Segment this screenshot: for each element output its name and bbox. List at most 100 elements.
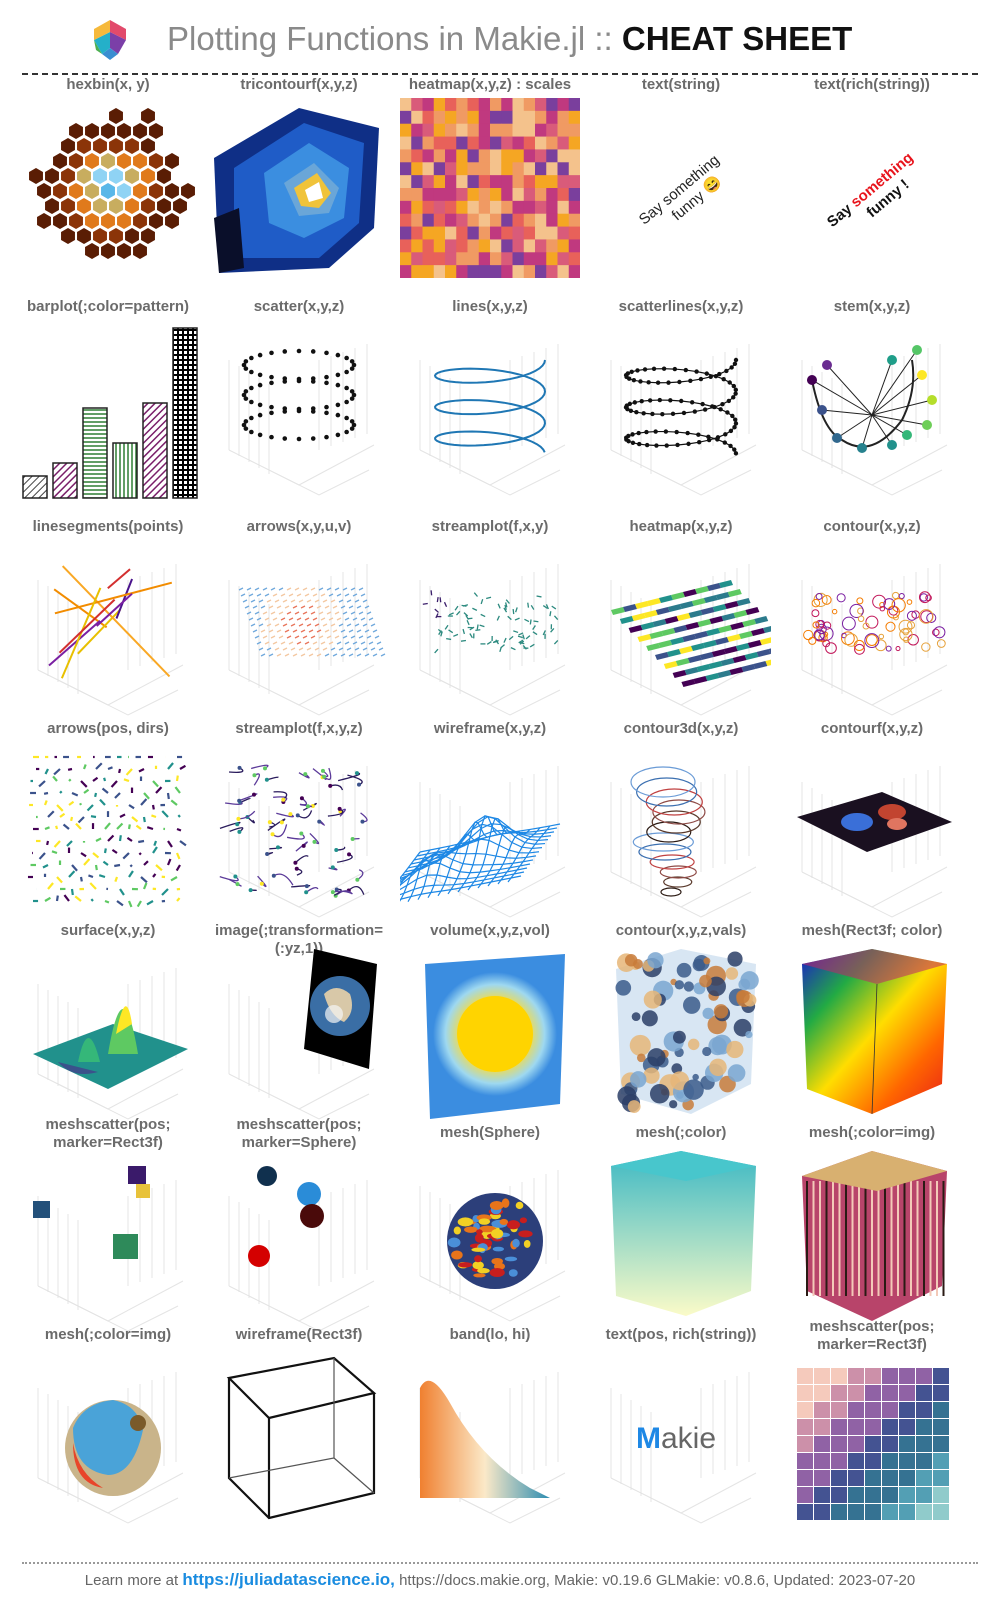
makie-logo-icon [94, 20, 126, 60]
plot-cell-scatterlines3: scatterlines(x,y,z) [583, 298, 779, 500]
plot-caption: volume(x,y,z,vol) [430, 922, 550, 939]
plot-graphic [419, 1372, 566, 1524]
plot-thumbnail: Say something funny 😄 [591, 98, 771, 278]
plot-caption: heatmap(x,y,z) : scales [408, 76, 572, 93]
plot-graphic [33, 1166, 184, 1332]
plot-caption: wireframe(Rect3f) [235, 1326, 363, 1343]
plot-cell-scatter3: scatter(x,y,z) [201, 298, 397, 500]
plot-cell-mesh-img-sphere: mesh(;color=img) [10, 1326, 206, 1544]
plot-graphic [219, 764, 375, 918]
plot-thumbnail [209, 1156, 389, 1336]
plot-thumbnail [782, 742, 962, 922]
plot-thumbnail [782, 320, 962, 500]
plot-caption: text(pos, rich(string)) [605, 1326, 757, 1343]
plot-cell-contour2: contour(x,y,z) [774, 518, 970, 720]
plot-graphic [228, 1166, 375, 1332]
plot-caption: contourf(x,y,z) [820, 720, 924, 737]
plot-thumbnail [591, 1146, 771, 1326]
plot-graphic [802, 1151, 947, 1321]
footer-link[interactable]: https://juliadatascience.io, [182, 1570, 395, 1589]
plot-thumbnail [400, 944, 580, 1124]
plot-cell-hexbin: hexbin(x, y) [10, 76, 206, 278]
plot-caption: band(lo, hi) [449, 1326, 531, 1343]
header: Plotting Functions in Makie.jl :: CHEAT … [0, 0, 1000, 75]
makie-M: M [636, 1422, 661, 1455]
plot-cell-tricontourf: tricontourf(x,y,z) [201, 76, 397, 278]
plot-graphic [226, 1356, 377, 1520]
plot-graphic [797, 1368, 949, 1520]
plot-cell-volume: volume(x,y,z,vol) [392, 922, 588, 1124]
plot-caption: meshscatter(pos; marker=Sphere) [236, 1116, 362, 1151]
plot-thumbnail [18, 944, 198, 1124]
plot-caption: contour3d(x,y,z) [623, 720, 739, 737]
plot-graphic: Makie [610, 1372, 757, 1524]
top-divider [22, 73, 978, 75]
plot-cell-mesh-color: mesh(;color) [583, 1124, 779, 1326]
plot-thumbnail [209, 742, 389, 922]
plot-cell-arrows3: arrows(pos, dirs) [10, 720, 206, 922]
plot-graphic [419, 1170, 566, 1322]
plot-thumbnail [400, 540, 580, 720]
plot-cell-heatmap3: heatmap(x,y,z) [583, 518, 779, 720]
plot-thumbnail [400, 1348, 580, 1528]
plot-caption: image(;transformation=(:yz,1)) [215, 922, 383, 957]
plot-caption: hexbin(x, y) [66, 76, 150, 93]
plot-caption: wireframe(x,y,z) [433, 720, 547, 737]
plot-caption: arrows(x,y,u,v) [246, 518, 352, 535]
plot-cell-meshscatter-rect: meshscatter(pos; marker=Rect3f) [10, 1116, 206, 1332]
plot-cell-contour-vals: contour(x,y,z,vals) [583, 922, 779, 1124]
plot-caption: lines(x,y,z) [452, 298, 528, 315]
plot-thumbnail [782, 540, 962, 720]
plot-caption: text(rich(string)) [814, 76, 930, 93]
plot-graphic [27, 755, 187, 908]
plot-caption: tricontourf(x,y,z) [240, 76, 358, 93]
plot-cell-linesegments: linesegments(points) [10, 518, 206, 720]
plot-caption: scatter(x,y,z) [253, 298, 345, 315]
plot-thumbnail [18, 1348, 198, 1528]
plot-cell-text-rich: text(rich(string)) Say something funny ! [774, 76, 970, 278]
plot-graphic [214, 108, 379, 273]
plot-caption: scatterlines(x,y,z) [618, 298, 744, 315]
plot-thumbnail [591, 742, 771, 922]
plot-thumbnail [18, 98, 198, 278]
plot-thumbnail [18, 540, 198, 720]
plot-graphic [419, 344, 566, 496]
plot-cell-mesh-rect: mesh(Rect3f; color) [774, 922, 970, 1124]
plot-caption: stem(x,y,z) [833, 298, 911, 315]
plot-thumbnail: Say something funny ! [782, 98, 962, 278]
page-title: Plotting Functions in Makie.jl :: CHEAT … [167, 20, 852, 58]
plot-graphic [228, 564, 386, 716]
plot-thumbnail [400, 742, 580, 922]
footer: Learn more at https://juliadatascience.i… [0, 1570, 1000, 1590]
makie-word: Makie [636, 1422, 716, 1455]
plot-cell-arrows2d: arrows(x,y,u,v) [201, 518, 397, 720]
title-light: Plotting Functions in Makie.jl :: [167, 20, 613, 57]
plot-graphic [610, 766, 757, 918]
plot-cell-heatmap-scales: heatmap(x,y,z) : scales [392, 76, 588, 278]
plot-caption: streamplot(f,x,y) [431, 518, 549, 535]
plot-thumbnail [209, 320, 389, 500]
plot-thumbnail [209, 1348, 389, 1528]
plot-graphic [400, 766, 566, 918]
plot-graphic [400, 98, 580, 278]
plot-graphic [22, 327, 198, 499]
plot-thumbnail: Makie [591, 1348, 771, 1528]
title-bold: CHEAT SHEET [621, 20, 853, 57]
plot-thumbnail [591, 944, 771, 1124]
plot-thumbnail [209, 98, 389, 278]
plot-cell-image-yz: image(;transformation=(:yz,1)) [201, 922, 397, 1124]
plot-graphic [228, 949, 377, 1120]
plot-thumbnail [18, 320, 198, 500]
plot-graphic [802, 949, 947, 1115]
plot-caption: meshscatter(pos; marker=Rect3f) [45, 1116, 171, 1151]
plot-cell-band: band(lo, hi) [392, 1326, 588, 1544]
plot-caption: heatmap(x,y,z) [629, 518, 733, 535]
plot-thumbnail [209, 944, 389, 1124]
plot-cell-contourf-dark: contourf(x,y,z) [774, 720, 970, 922]
plot-cell-text-plain: text(string) Say something funny 😄 [583, 76, 779, 278]
plot-caption: meshscatter(pos; marker=Rect3f) [809, 1318, 935, 1353]
plot-graphic [610, 564, 771, 716]
plot-thumbnail [591, 540, 771, 720]
plot-cell-wireframe-rect: wireframe(Rect3f) [201, 1326, 397, 1544]
plot-cell-mesh-color-img-cube: mesh(;color=img) [774, 1124, 970, 1326]
